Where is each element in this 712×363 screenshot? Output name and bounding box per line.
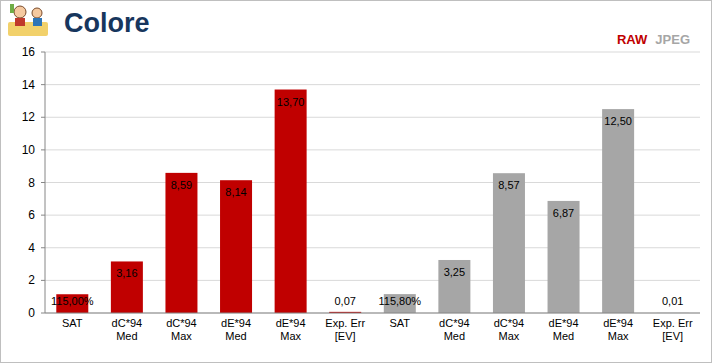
data-label: 8,57 (498, 179, 519, 191)
y-tick-label: 8 (28, 176, 35, 190)
x-tick-label: dE*94Med (549, 317, 579, 342)
x-tick-label: dC*94Max (166, 317, 197, 342)
y-tick-label: 16 (22, 45, 36, 59)
x-tick-line: SAT (62, 317, 83, 329)
grid-line (45, 182, 700, 183)
x-tick-line: Exp. Err (325, 317, 365, 329)
data-label: 115,00% (51, 295, 94, 307)
tick-mark (41, 84, 45, 85)
y-tick-label: 2 (28, 273, 35, 287)
x-tick-line: Med (444, 330, 465, 342)
x-tick-label: dC*94Max (494, 317, 525, 342)
x-tick-line: Med (116, 330, 137, 342)
x-tick-label: dC*94Med (439, 317, 470, 342)
x-tick-line: dE*94 (603, 317, 633, 329)
grid-line (45, 149, 700, 150)
x-tick-line: dC*94 (112, 317, 143, 329)
chart-container: Colore 0 2 4 6 8 10 12 14 16 115,00% 3,16 8,59 8,14 13… (0, 0, 712, 363)
x-axis (45, 313, 700, 314)
x-tick-line: Med (553, 330, 574, 342)
data-label: 3,16 (116, 267, 137, 279)
logo-item (10, 4, 14, 13)
grid-line (45, 117, 700, 118)
x-tick-line: dC*94 (439, 317, 470, 329)
bar (548, 201, 580, 313)
bar (275, 90, 307, 313)
y-tick-label: 14 (22, 78, 36, 92)
y-tick-label: 12 (22, 110, 36, 124)
data-label: 0,01 (662, 295, 683, 307)
x-tick-line: [EV] (662, 330, 683, 342)
tick-mark (41, 117, 45, 118)
x-tick-label: Exp. Err[EV] (653, 317, 693, 342)
tick-mark (41, 313, 45, 314)
y-tick-label: 4 (28, 241, 35, 255)
data-label: 8,59 (171, 179, 192, 191)
grid-line (45, 52, 700, 53)
x-tick-line: dE*94 (549, 317, 579, 329)
bar (220, 180, 252, 313)
x-tick-line: dE*94 (276, 317, 306, 329)
tick-mark (41, 215, 45, 216)
frame (1, 1, 712, 363)
tick-mark (41, 280, 45, 281)
x-tick-label: dE*94Med (221, 317, 251, 342)
logo (8, 4, 48, 36)
x-tick-line: dE*94 (221, 317, 251, 329)
data-label: 3,25 (444, 266, 465, 278)
grid-line (45, 84, 700, 85)
legend-entry: RAW (617, 32, 648, 47)
bars (56, 90, 688, 313)
data-label: 6,87 (553, 207, 574, 219)
labels: 115,00% 3,16 8,59 8,14 13,70 0,07 115,80% 3,25 8… (51, 96, 683, 307)
bar (493, 173, 525, 313)
legend: RAW JPEG (617, 32, 690, 47)
bar (602, 109, 634, 313)
logo-body (15, 18, 25, 26)
x-tick-line: Max (499, 330, 520, 342)
x-tick-line: Max (171, 330, 192, 342)
x-tick-line: Max (608, 330, 629, 342)
y-axis (45, 52, 46, 313)
data-label: 8,14 (225, 186, 246, 198)
data-label: 12,50 (604, 115, 632, 127)
x-tick-line: Max (280, 330, 301, 342)
grid-line (45, 280, 700, 281)
x-tick-label: SAT (62, 317, 83, 329)
x-tick-line: SAT (390, 317, 411, 329)
tick-mark (41, 247, 45, 248)
logo-head (32, 8, 42, 18)
logo-body (33, 18, 42, 26)
grid-line (45, 247, 700, 248)
logo-head (14, 6, 26, 18)
y-tick-label: 6 (28, 208, 35, 222)
x-tick-line: [EV] (335, 330, 356, 342)
data-label: 115,80% (378, 295, 421, 307)
x-tick-line: dC*94 (494, 317, 525, 329)
grid-line (45, 215, 700, 216)
x-tick-label: dE*94Max (276, 317, 306, 342)
bar (111, 261, 143, 313)
bar (165, 173, 197, 313)
bar (438, 260, 470, 313)
x-tick-line: Exp. Err (653, 317, 693, 329)
data-label: 13,70 (277, 96, 305, 108)
x-tick-label: Exp. Err[EV] (325, 317, 365, 342)
y-tick-label: 0 (28, 306, 35, 320)
tick-mark (41, 182, 45, 183)
x-tick-line: dC*94 (166, 317, 197, 329)
x-tick-label: SAT (390, 317, 411, 329)
chart: Colore 0 2 4 6 8 10 12 14 16 115,00% 3,16 8,59 8,14 13… (0, 0, 712, 363)
x-tick-label: dE*94Max (603, 317, 633, 342)
title: Colore (64, 8, 150, 38)
x-tick-line: Med (225, 330, 246, 342)
tick-mark (41, 149, 45, 150)
grid-line (45, 313, 700, 314)
x-tick-label: dC*94Med (112, 317, 143, 342)
tick-mark (41, 52, 45, 53)
data-label: 0,07 (334, 295, 355, 307)
legend-entry: JPEG (655, 32, 690, 47)
y-tick-label: 10 (22, 143, 36, 157)
